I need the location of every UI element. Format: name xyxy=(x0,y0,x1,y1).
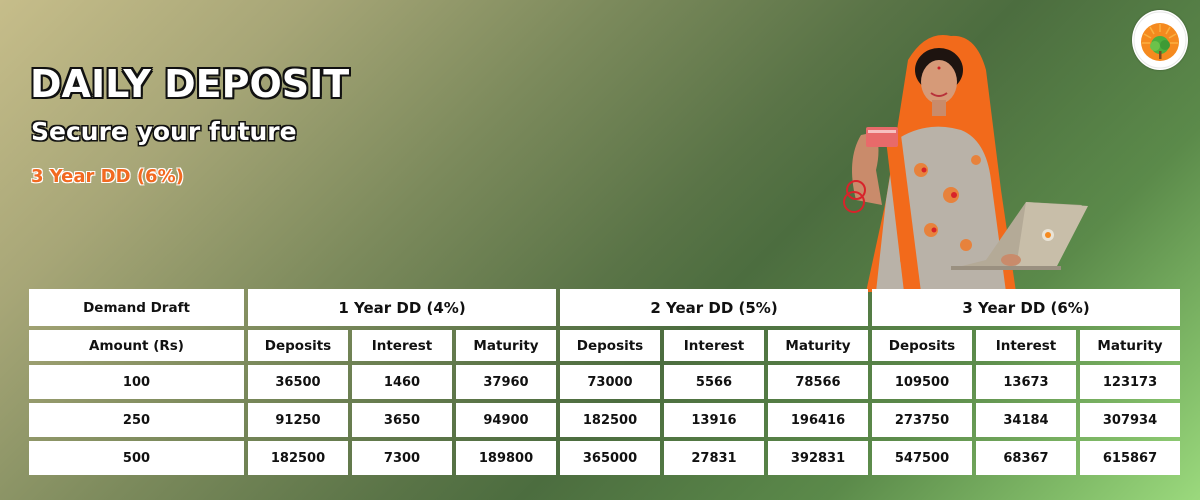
cell-2y-interest: 13916 xyxy=(664,403,764,437)
cell-2y-deposits: 73000 xyxy=(560,365,660,399)
cell-3y-interest: 13673 xyxy=(976,365,1076,399)
cell-1y-maturity: 189800 xyxy=(456,441,556,475)
cell-2y-maturity: 196416 xyxy=(768,403,868,437)
tagline: 3 Year DD (6%) xyxy=(31,166,184,187)
table-row: 100 36500 1460 37960 73000 5566 78566 10… xyxy=(29,365,1180,399)
cell-3y-maturity: 615867 xyxy=(1080,441,1180,475)
cell-2y-deposits: 182500 xyxy=(560,403,660,437)
column-header-interest: Interest xyxy=(976,330,1076,361)
cell-3y-maturity: 123173 xyxy=(1080,365,1180,399)
dd-rates-table: Demand Draft 1 Year DD (4%) 2 Year DD (5… xyxy=(25,285,1184,479)
cell-3y-deposits: 109500 xyxy=(872,365,972,399)
woman-photo xyxy=(826,30,1106,293)
column-header-deposits: Deposits xyxy=(248,330,348,361)
cell-1y-maturity: 94900 xyxy=(456,403,556,437)
tree-sun-emblem-icon xyxy=(1133,11,1187,69)
cell-3y-interest: 68367 xyxy=(976,441,1076,475)
column-header-deposits: Deposits xyxy=(872,330,972,361)
cell-1y-interest: 3650 xyxy=(352,403,452,437)
cell-3y-deposits: 547500 xyxy=(872,441,972,475)
subtitle: Secure your future xyxy=(31,117,297,146)
cell-amount: 250 xyxy=(29,403,244,437)
column-header-maturity: Maturity xyxy=(456,330,556,361)
table-row: 500 182500 7300 189800 365000 27831 3928… xyxy=(29,441,1180,475)
cell-3y-interest: 34184 xyxy=(976,403,1076,437)
cell-1y-maturity: 37960 xyxy=(456,365,556,399)
column-header-deposits: Deposits xyxy=(560,330,660,361)
cell-2y-maturity: 78566 xyxy=(768,365,868,399)
cell-2y-maturity: 392831 xyxy=(768,441,868,475)
cell-amount: 100 xyxy=(29,365,244,399)
column-header-interest: Interest xyxy=(664,330,764,361)
cell-2y-interest: 27831 xyxy=(664,441,764,475)
logo xyxy=(1132,10,1188,70)
page-title: DAILY DEPOSIT xyxy=(30,62,350,106)
cell-1y-interest: 7300 xyxy=(352,441,452,475)
table-group-header-row: Demand Draft 1 Year DD (4%) 2 Year DD (5… xyxy=(29,289,1180,326)
column-header-interest: Interest xyxy=(352,330,452,361)
cell-2y-deposits: 365000 xyxy=(560,441,660,475)
table-column-header-row: Amount (Rs) Deposits Interest Maturity D… xyxy=(29,330,1180,361)
cell-3y-maturity: 307934 xyxy=(1080,403,1180,437)
cell-2y-interest: 5566 xyxy=(664,365,764,399)
cell-1y-deposits: 182500 xyxy=(248,441,348,475)
cell-1y-deposits: 36500 xyxy=(248,365,348,399)
corner-header-demand-draft: Demand Draft xyxy=(29,289,244,326)
cell-1y-deposits: 91250 xyxy=(248,403,348,437)
column-header-maturity: Maturity xyxy=(1080,330,1180,361)
cell-3y-deposits: 273750 xyxy=(872,403,972,437)
group-header-3-year: 3 Year DD (6%) xyxy=(872,289,1180,326)
table-row: 250 91250 3650 94900 182500 13916 196416… xyxy=(29,403,1180,437)
group-header-2-year: 2 Year DD (5%) xyxy=(560,289,868,326)
column-header-amount: Amount (Rs) xyxy=(29,330,244,361)
cell-1y-interest: 1460 xyxy=(352,365,452,399)
column-header-maturity: Maturity xyxy=(768,330,868,361)
group-header-1-year: 1 Year DD (4%) xyxy=(248,289,556,326)
cell-amount: 500 xyxy=(29,441,244,475)
